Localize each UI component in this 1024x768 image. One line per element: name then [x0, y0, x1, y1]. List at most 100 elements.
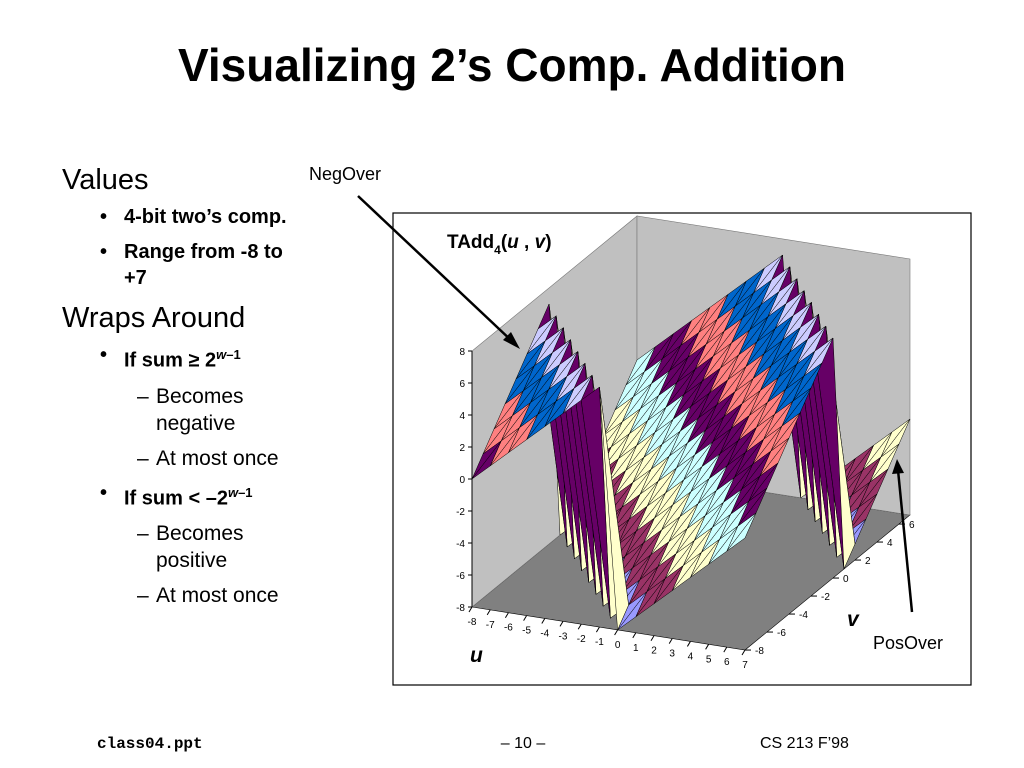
z-tick-label: -2: [456, 507, 465, 518]
sub-bullet: – At most once: [137, 584, 279, 608]
title-part: ): [545, 232, 551, 253]
bullet-text: 4-bit two’s comp.: [124, 206, 287, 228]
x-tick-label: -4: [540, 628, 549, 639]
sub-bullet-text: Becomes negative: [156, 384, 244, 435]
bullet-text: If sum < –2: [124, 487, 228, 510]
x-tick: [504, 612, 509, 618]
x-axis-label: u: [470, 644, 483, 667]
slide-body: Values • 4-bit two’s comp. • Range from -8…: [62, 162, 322, 617]
footer-left: class04.ppt: [97, 735, 203, 753]
surface-facet: [690, 539, 720, 578]
title-part: v: [535, 232, 547, 253]
x-tick-label: 2: [651, 646, 657, 657]
x-tick-label: -8: [468, 617, 477, 628]
slide-title: Visualizing 2’s Comp. Addition: [178, 39, 846, 91]
x-tick: [523, 615, 528, 621]
sub-bullet-text: At most once: [156, 584, 279, 608]
sub-bullet-text: At most once: [156, 446, 279, 470]
surface-facet: [489, 427, 520, 467]
title-part: ,: [519, 232, 535, 253]
z-tick-label: -8: [456, 603, 465, 614]
x-tick: [650, 635, 655, 641]
z-tick-label: 0: [459, 475, 465, 486]
arrow-line: [357, 195, 515, 344]
y-tick-label: -2: [821, 592, 830, 603]
heading: Wraps Around: [62, 302, 246, 334]
title-subscript: 4: [494, 243, 501, 257]
bullet: • Range from -8 to +7: [100, 241, 283, 289]
superscript: w–1: [228, 485, 253, 500]
x-tick: [705, 644, 710, 650]
x-tick: [614, 629, 619, 636]
surface-facet: [580, 386, 611, 619]
surface-facet: [562, 374, 593, 414]
superscript-text: –1: [238, 484, 253, 500]
annotation: PosOver: [873, 633, 943, 653]
title-part: u: [507, 232, 519, 253]
arrow-line: [896, 469, 914, 613]
y-tick-label: -4: [799, 610, 808, 621]
z-tick-label: -4: [456, 539, 465, 550]
bullet: • If sum ≥ 2w–1: [100, 344, 241, 372]
superscript: w–1: [216, 347, 241, 362]
y-tick-label: 6: [909, 520, 915, 531]
x-tick: [668, 638, 673, 644]
sub-bullet-text: Becomes positive: [156, 522, 244, 573]
superscript-var: w: [227, 484, 239, 500]
x-tick-label: 5: [706, 654, 712, 665]
y-tick-label: -6: [777, 628, 786, 639]
title-part: TAdd: [447, 232, 494, 253]
x-tick-label: 6: [724, 657, 730, 668]
y-tick-label: 0: [843, 574, 849, 585]
footer-right: CS 213 F’98: [760, 735, 849, 752]
surface-facet: [726, 512, 757, 552]
z-tick-label: 2: [459, 443, 465, 454]
heading: Values: [62, 164, 149, 196]
surface-facet: [653, 565, 684, 604]
x-tick: [468, 606, 473, 613]
bullet-text: If sum ≥ 2: [124, 349, 217, 372]
y-tick-label: 4: [887, 538, 893, 549]
surface-facet: [599, 386, 629, 631]
title-part: (: [501, 232, 508, 253]
plot-area: -8 -6 -4 -2 0 2 4 6 8 -8 -7 -6 -5 -4 -3 -2 -1 0 1 2 3 4 5 6 7 -8 -…: [456, 215, 915, 671]
x-tick-label: 4: [688, 651, 694, 662]
x-tick-label: -3: [559, 631, 568, 642]
x-tick: [486, 609, 491, 616]
surface-facet: [471, 440, 502, 480]
x-tick: [686, 641, 691, 647]
surface-facet: [526, 401, 557, 440]
x-tick-label: -6: [504, 623, 513, 634]
x-tick: [723, 646, 728, 653]
surface-facet: [708, 525, 739, 565]
y-tick-label: -8: [755, 646, 764, 657]
x-tick: [577, 623, 582, 630]
x-tick: [541, 618, 546, 624]
y-axis-label: v: [847, 608, 860, 631]
x-tick-label: -1: [595, 637, 604, 648]
x-tick-label: -2: [577, 634, 586, 645]
bullet: • If sum < –2w–1: [100, 481, 253, 510]
annotation: NegOver: [309, 164, 381, 184]
x-tick-label: 7: [742, 660, 748, 671]
x-tick: [741, 649, 746, 656]
surface-facet: [508, 414, 538, 453]
x-tick-label: 3: [669, 649, 675, 660]
arrow-head: [503, 332, 520, 349]
x-tick-label: 1: [633, 643, 639, 654]
bullet: • 4-bit two’s comp.: [100, 206, 287, 228]
sub-bullet: – Becomes positive: [137, 522, 244, 573]
superscript-var: w: [216, 347, 227, 362]
x-tick-label: -7: [486, 620, 495, 631]
surface-facet: [671, 552, 702, 591]
surface-facet: [617, 591, 648, 631]
x-tick-label: 0: [615, 640, 621, 651]
surface-facet: [635, 578, 666, 618]
z-tick-label: 4: [459, 411, 465, 422]
footer-center: – 10 –: [500, 735, 546, 752]
chart-title: TAdd4(u , v): [447, 232, 552, 257]
superscript-text: –1: [226, 347, 241, 362]
bullet-text: Range from -8 to +7: [124, 241, 283, 289]
x-tick-label: -5: [522, 626, 531, 637]
